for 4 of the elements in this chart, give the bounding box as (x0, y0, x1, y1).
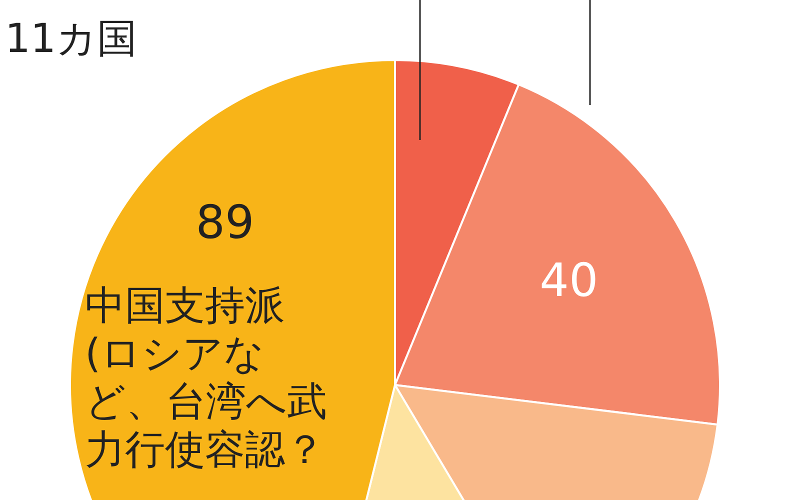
data-label: 40 (538, 253, 600, 308)
text: 11カ国 (5, 15, 138, 63)
slice-label: 中国支持派(ロシアなど、台湾へ武力行使容認？ (85, 282, 328, 474)
data-label: 89 (194, 195, 256, 250)
